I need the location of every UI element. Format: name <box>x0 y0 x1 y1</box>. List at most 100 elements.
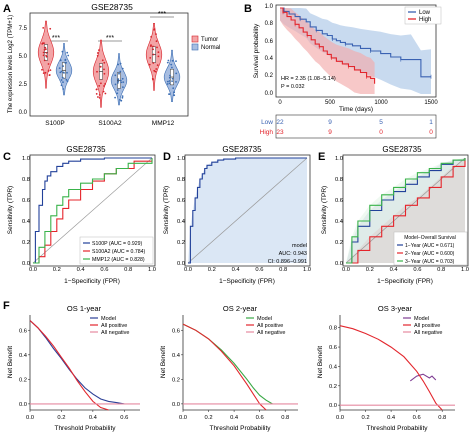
panel-label-d: D <box>163 151 171 163</box>
panel-f-1: OS 1-year Net Benefit Threshold Probabil… <box>7 304 140 432</box>
sample-point <box>114 83 117 86</box>
legend-label-low: Low <box>419 10 431 16</box>
roc-curve <box>346 158 466 264</box>
sample-point <box>172 87 175 90</box>
panel-c-xlabel: 1−Specificity (FPR) <box>64 278 120 285</box>
y-tick-label: 0.2 <box>172 377 180 383</box>
panel-b-frame <box>275 4 437 98</box>
legend-label-all-negative: All negative <box>101 330 129 336</box>
y-tick-label: 0.6 <box>172 328 180 334</box>
risk-cell: 22 <box>276 119 284 126</box>
km-curve-low <box>280 7 431 78</box>
sample-point <box>167 59 170 62</box>
sample-point <box>42 54 45 57</box>
sample-point <box>148 63 151 66</box>
sample-point <box>171 80 174 82</box>
legend-label-s100p: S100P (AUC = 0.929) <box>92 241 142 247</box>
sample-point <box>65 78 68 81</box>
confidence-band-low <box>280 8 431 94</box>
x-tick-label: 0.4 <box>89 415 98 421</box>
y-tick-label: 0.4 <box>19 353 28 359</box>
legend-label-mmp12: MMP12 (AUC = 0.828) <box>92 257 145 263</box>
legend-label-all-negative: All negative <box>414 330 442 336</box>
f2-title: OS 2-year <box>223 304 258 313</box>
sample-point <box>96 52 99 54</box>
sample-point <box>41 68 43 71</box>
sample-point <box>44 71 47 74</box>
sample-point <box>154 70 157 73</box>
legend-label-2year: 2−Year (AUC = 0.600) <box>405 251 455 257</box>
f2-ticks: 0.0 0.2 0.4 0.6 0.8 0.0 0.2 0.4 0.6 <box>172 328 289 421</box>
x-tick-label: 0.4 <box>230 415 239 421</box>
roc-curve <box>33 157 152 264</box>
sample-point <box>157 51 160 54</box>
sample-point <box>60 79 63 81</box>
sample-point <box>102 90 105 93</box>
panel-a: GSE28735 The expression levels Log2 (TPM… <box>8 2 220 127</box>
x-tick-label: 0.8 <box>437 267 445 273</box>
panel-b-stats: HR = 2.35 (1.08−5.14) P = 0.032 <box>281 76 336 90</box>
legend-label-model: Model <box>414 316 429 322</box>
sample-point <box>175 60 177 62</box>
sample-point <box>150 36 153 38</box>
sample-point <box>100 82 102 85</box>
panel-d-annotation: model AUC: 0.943 CI: 0.896−0.991 <box>268 243 307 265</box>
sample-point <box>98 49 100 51</box>
km-curve-high <box>280 7 376 84</box>
x-tick-label: 1.0 <box>461 267 469 273</box>
sample-point <box>60 70 63 73</box>
panel-c-curves <box>32 157 153 264</box>
sample-point <box>48 74 51 76</box>
legend-label-all-negative: All negative <box>257 330 285 336</box>
sample-point <box>64 59 67 61</box>
panel-label-b: B <box>244 3 252 15</box>
legend-swatch-tumor <box>191 35 199 43</box>
panel-b-ytick: 1.0 <box>265 4 274 10</box>
panel-a-ytick: 7.5 <box>19 26 28 32</box>
sample-point <box>42 27 45 29</box>
panel-b-curves <box>280 7 432 94</box>
f2-curves <box>182 323 298 411</box>
risk-cell: 9 <box>328 119 332 126</box>
panel-label-f: F <box>3 300 10 312</box>
risk-cell: 23 <box>276 129 284 136</box>
legend-label-high: High <box>419 17 431 23</box>
y-tick-label: 0.4 <box>329 364 338 370</box>
sample-point <box>44 46 47 49</box>
y-tick-label: 0.6 <box>335 198 343 204</box>
sample-point <box>45 48 47 51</box>
sample-point <box>103 85 105 87</box>
panel-b-xtick: 1500 <box>424 100 438 106</box>
risk-cell: 9 <box>328 129 332 136</box>
y-tick-label: 0.6 <box>177 198 185 204</box>
y-tick-label: 0.4 <box>172 353 181 359</box>
y-tick-label: 0.0 <box>19 402 27 408</box>
x-tick-label: 0.0 <box>26 415 34 421</box>
sample-point <box>104 83 106 85</box>
sample-point <box>171 59 174 62</box>
panel-e-title: GSE28735 <box>382 145 422 154</box>
panel-a-frame <box>29 12 189 117</box>
diagonal-reference <box>32 157 153 264</box>
legend-label-1year: 1−Year (AUC = 0.671) <box>405 243 455 249</box>
legend-label-model: Model <box>101 316 116 322</box>
sample-point <box>118 72 120 75</box>
panel-b-xtick: 1000 <box>374 100 388 106</box>
sample-point <box>61 76 64 79</box>
sample-point <box>173 94 176 97</box>
dca-curve <box>409 373 437 382</box>
panel-b-xticks: 0 500 1000 1500 <box>278 100 438 106</box>
f1-title: OS 1-year <box>67 304 102 313</box>
panel-c-legend: S100P (AUC = 0.929) S100A2 (AUC = 0.784)… <box>79 236 154 265</box>
f1-ylabel: Net Benefit <box>7 346 14 378</box>
legend-label-tumor: Tumor <box>201 37 218 43</box>
panel-a-title: GSE28735 <box>91 2 133 12</box>
y-tick-label: 1.0 <box>22 156 30 162</box>
panel-b-legend: Low High <box>404 6 442 25</box>
risk-cell: 0 <box>429 129 433 136</box>
panel-a-significance: *** *** *** <box>44 11 174 42</box>
panel-b-xtick: 500 <box>325 100 336 106</box>
sample-point <box>150 44 152 46</box>
sample-point <box>168 76 171 79</box>
